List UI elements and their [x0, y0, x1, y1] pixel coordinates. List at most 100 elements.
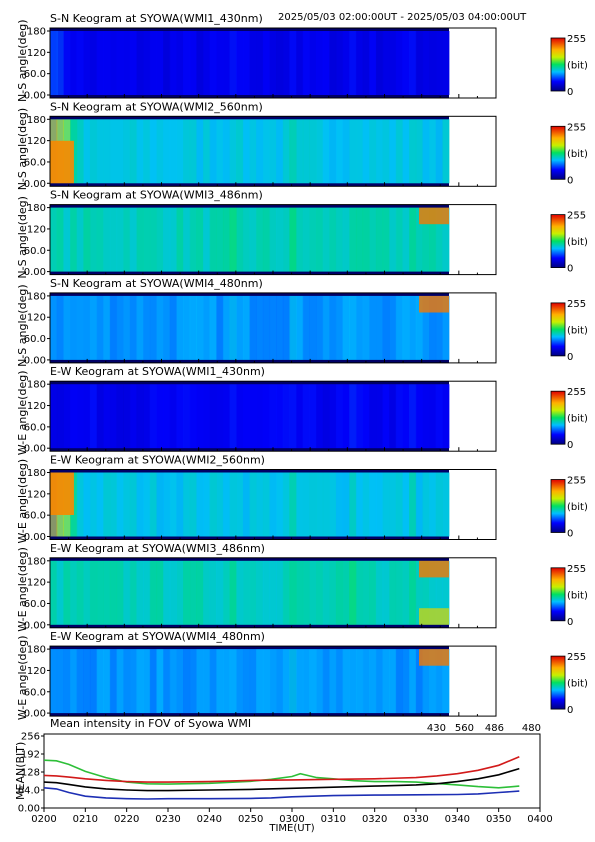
y-tick-label: 120 — [27, 313, 46, 324]
keogram-column — [442, 119, 450, 184]
keogram-column — [442, 207, 450, 272]
keogram-column — [329, 649, 337, 714]
keogram-edge — [50, 183, 449, 187]
keogram-column — [342, 295, 350, 360]
keogram-column — [70, 207, 78, 272]
keogram-column — [316, 295, 324, 360]
keogram-column — [189, 119, 197, 184]
keogram-column — [256, 295, 264, 360]
keogram-column — [216, 119, 224, 184]
keogram-column — [169, 560, 177, 625]
keogram-column — [276, 295, 284, 360]
keogram-column — [209, 207, 217, 272]
keogram-column — [209, 295, 217, 360]
keogram-column — [409, 119, 417, 184]
keogram-y-label: N-S angle(deg) — [16, 196, 29, 279]
keogram-column — [149, 31, 158, 95]
keogram-panels: S-N Keogram at SYOWA(WMI1_430nm) 0.00 60.0… — [16, 12, 588, 720]
keogram-column — [302, 31, 310, 95]
keogram-column — [163, 295, 171, 360]
keogram-column — [402, 31, 410, 95]
keogram-column — [149, 295, 158, 360]
keogram-column — [262, 384, 271, 449]
keogram-column — [96, 649, 104, 714]
y-tick-label: 120 — [27, 48, 46, 59]
keogram-column — [262, 119, 271, 184]
keogram-column — [415, 472, 424, 537]
keogram-column — [342, 560, 350, 625]
colorbar-max: 255 — [567, 122, 586, 133]
keogram-column — [435, 649, 443, 714]
keogram-column — [302, 649, 310, 714]
keogram-column — [422, 207, 430, 272]
keogram-column — [176, 649, 184, 714]
keogram-column — [349, 560, 357, 625]
keogram-column — [296, 31, 304, 95]
series-line-480 — [43, 767, 520, 792]
keogram-aurora-patch — [50, 469, 74, 515]
keogram-column — [189, 31, 197, 95]
keogram-column — [76, 31, 84, 95]
keogram-column — [63, 560, 71, 625]
keogram-column — [415, 207, 424, 272]
keogram-column — [176, 472, 184, 537]
keogram-column — [329, 472, 337, 537]
keogram-column — [156, 119, 164, 184]
keogram-column — [322, 119, 330, 184]
keogram-column — [429, 649, 437, 714]
keogram-column — [203, 207, 211, 272]
keogram-column — [136, 119, 144, 184]
keogram-column — [402, 472, 410, 537]
keogram-column — [123, 119, 131, 184]
keogram-edge — [50, 95, 449, 98]
keogram-title: S-N Keogram at SYOWA(WMI2_560nm) — [50, 100, 263, 113]
keogram-column — [196, 207, 204, 272]
keogram-column — [415, 31, 424, 95]
keogram-column — [209, 649, 217, 714]
keogram-column — [163, 649, 171, 714]
keogram-panel-8: E-W Keogram at SYOWA(WMI4_480nm) 0.00 60.0… — [16, 630, 588, 720]
keogram-edge — [50, 271, 449, 275]
y-tick-label: 60.0 — [24, 599, 46, 610]
keogram-column — [169, 31, 177, 95]
keogram-aurora-patch — [50, 140, 74, 187]
y-tick-label: 120 — [27, 578, 46, 589]
keogram-column — [76, 207, 84, 272]
y-tick-label: 60.0 — [24, 422, 46, 433]
keogram-column — [96, 295, 104, 360]
keogram-column — [442, 384, 450, 449]
keogram-twilight-patch — [419, 204, 449, 225]
keogram-column — [342, 119, 350, 184]
keogram-column — [262, 295, 271, 360]
keogram-column — [116, 472, 124, 537]
colorbar-unit: (bit) — [567, 149, 588, 160]
keogram-column — [355, 384, 364, 449]
keogram-column — [203, 649, 211, 714]
y-tick-label: 192 — [21, 750, 40, 761]
keogram-column — [382, 560, 390, 625]
keogram-column — [242, 295, 251, 360]
keogram-column — [395, 384, 404, 449]
keogram-column — [349, 31, 357, 95]
y-tick-label: 0.00 — [24, 709, 46, 720]
y-tick-label: 0.00 — [24, 444, 46, 455]
keogram-column — [222, 472, 231, 537]
keogram-column — [362, 295, 370, 360]
keogram-column — [63, 649, 71, 714]
colorbar-unit: (bit) — [567, 61, 588, 72]
keogram-column — [149, 207, 158, 272]
keogram-column — [262, 207, 271, 272]
keogram-column — [422, 119, 430, 184]
keogram-column — [236, 649, 244, 714]
keogram-column — [429, 31, 437, 95]
keogram-column — [269, 649, 277, 714]
keogram-column — [335, 295, 344, 360]
keogram-column — [442, 649, 450, 714]
colorbar-min: 0 — [567, 617, 573, 628]
keogram-column — [289, 207, 297, 272]
mean-intensity-plot: Mean intensity in FOV of Syowa WMI 430 5… — [14, 717, 553, 834]
keogram-column — [282, 384, 291, 449]
keogram-column — [83, 207, 91, 272]
keogram-column — [402, 207, 410, 272]
x-tick-label: 0320 — [362, 814, 387, 825]
